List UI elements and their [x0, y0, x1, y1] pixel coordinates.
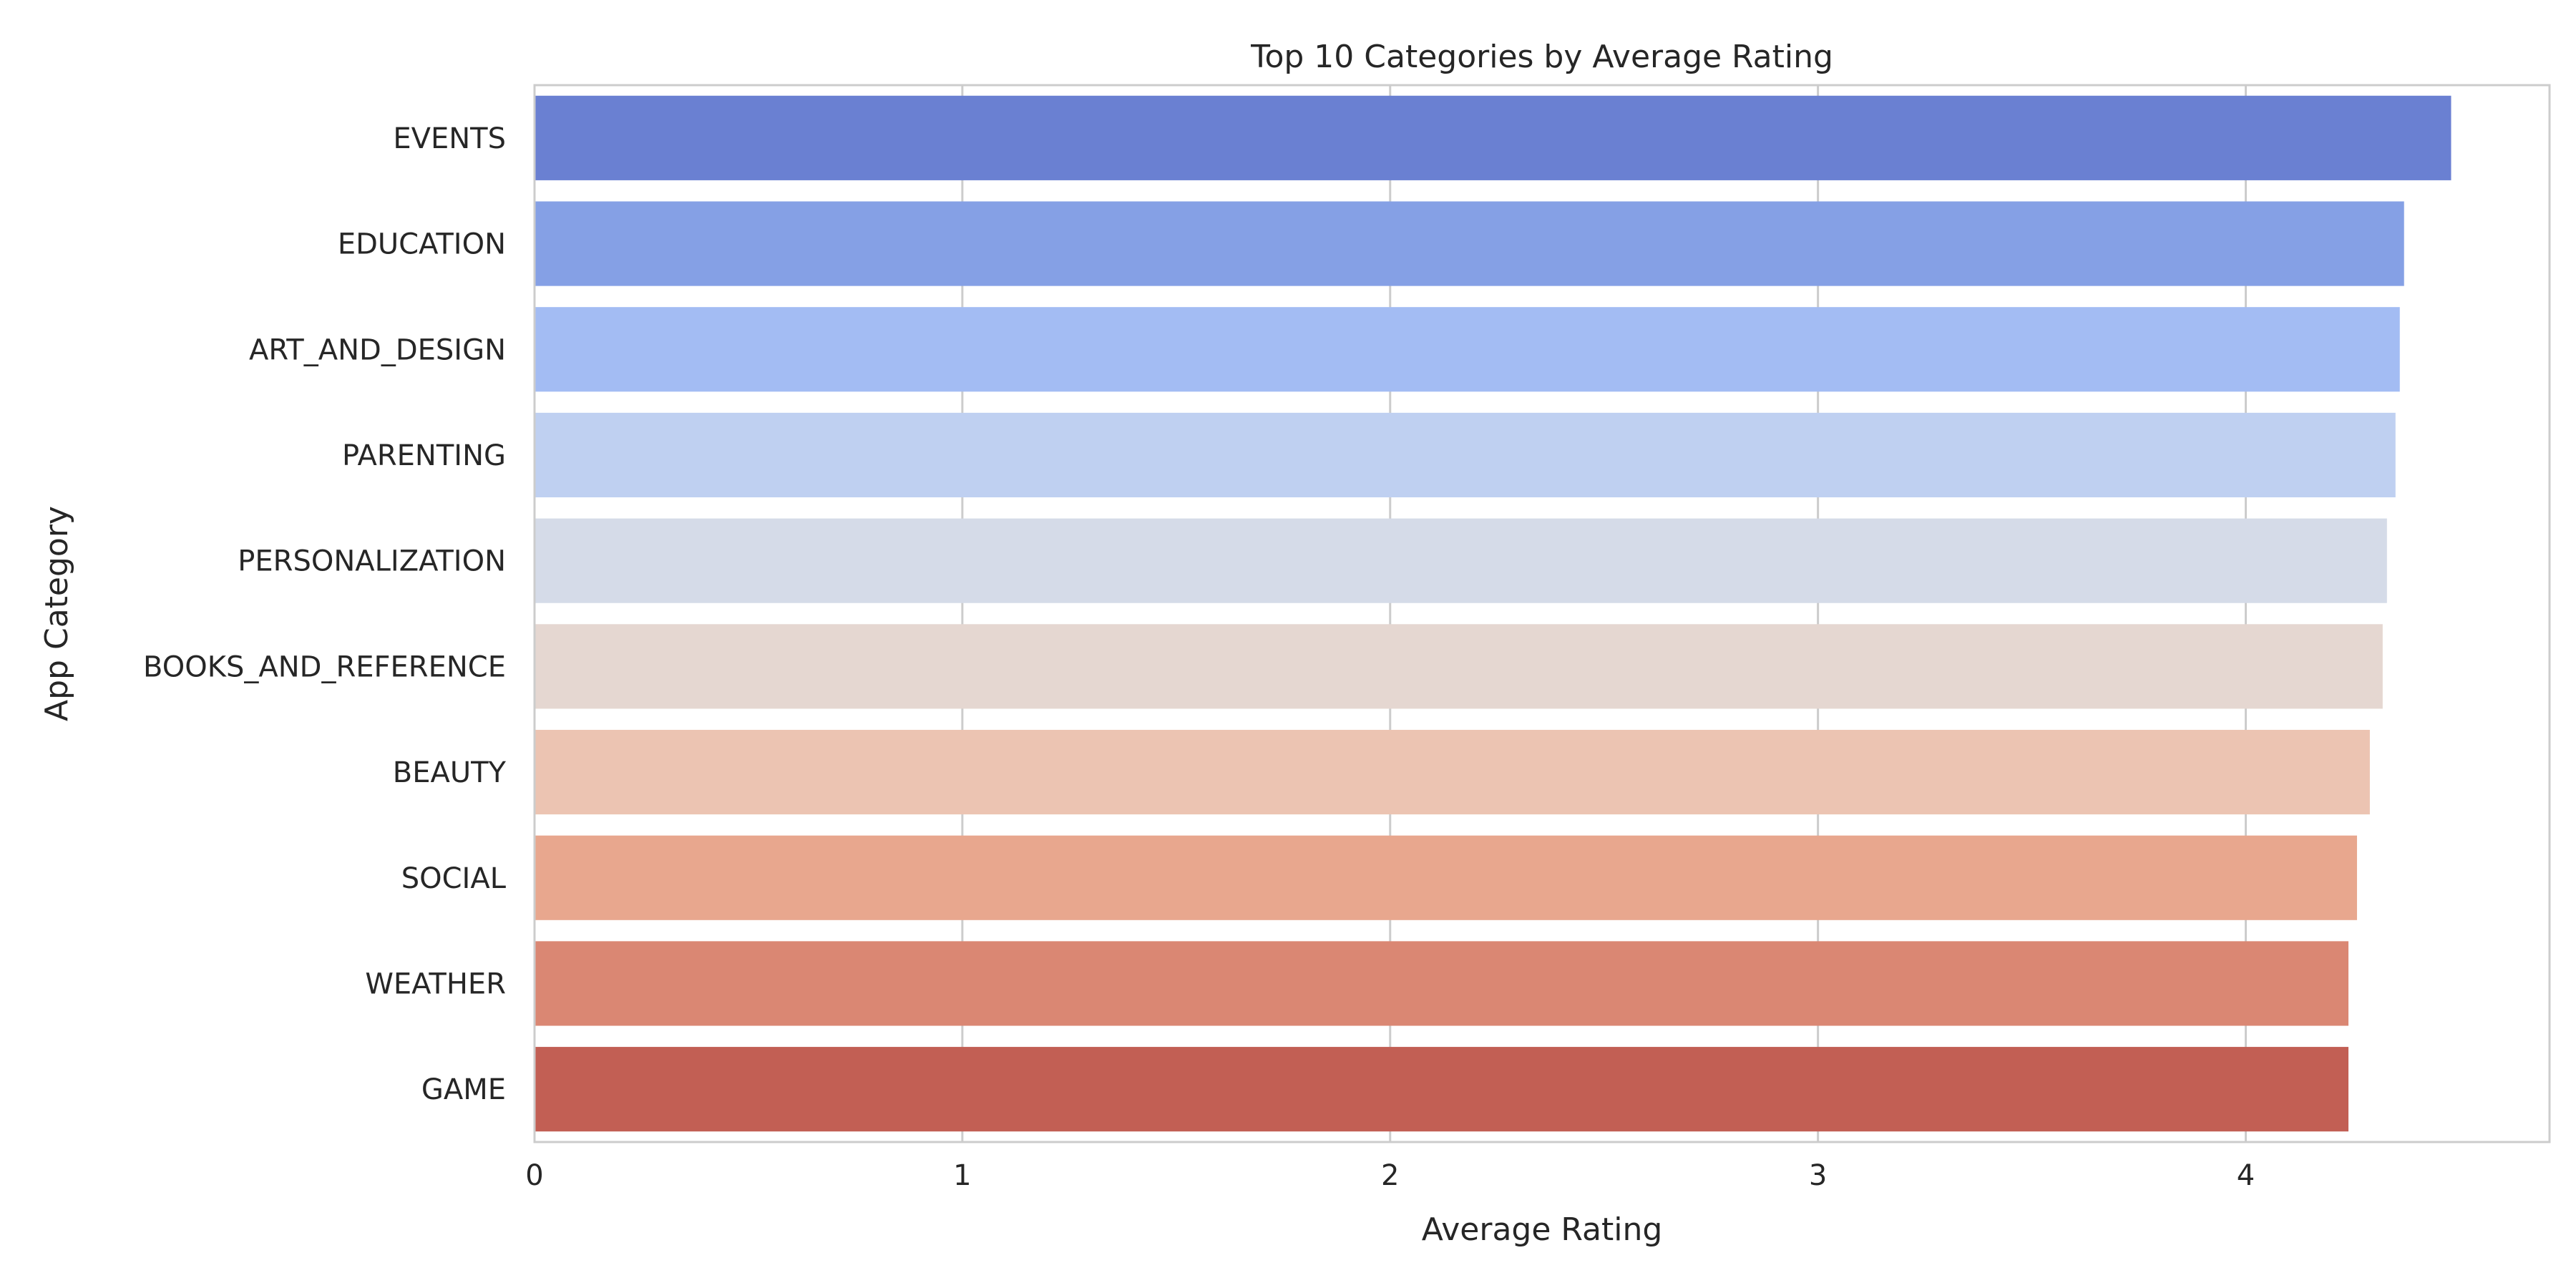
bar-events: [535, 95, 2451, 180]
bar-education: [535, 201, 2404, 286]
plot-frame: [533, 84, 2551, 1143]
x-tick-label: 1: [953, 1159, 971, 1192]
x-axis-label: Average Rating: [1422, 1211, 1663, 1248]
y-tick-label: SOCIAL: [401, 862, 507, 895]
bar-weather: [535, 941, 2348, 1026]
y-axis-label: App Category: [39, 506, 75, 721]
y-tick-label: EDUCATION: [338, 228, 506, 261]
bar-beauty: [535, 729, 2370, 815]
y-tick-label: EVENTS: [393, 122, 506, 155]
x-tick-labels: 0 1 2 3 4: [525, 1159, 2255, 1192]
y-tick-label: GAME: [421, 1073, 506, 1106]
x-tick-label: 4: [2237, 1159, 2255, 1192]
y-tick-labels: EVENTS EDUCATION ART_AND_DESIGN PARENTING PE…: [143, 122, 507, 1106]
bar-parenting: [535, 412, 2396, 498]
y-tick-label: ART_AND_DESIGN: [249, 333, 506, 366]
y-tick-label: BEAUTY: [393, 756, 507, 789]
y-tick-label: PERSONALIZATION: [238, 545, 506, 578]
y-tick-label: BOOKS_AND_REFERENCE: [143, 650, 506, 683]
chart-title: Top 10 Categories by Average Rating: [1250, 39, 1833, 75]
y-tick-label: PARENTING: [342, 439, 506, 472]
bar-books-and-reference: [535, 624, 2383, 709]
x-tick-label: 3: [1809, 1159, 1827, 1192]
bar-personalization: [535, 518, 2387, 603]
bar-art-and-design: [535, 307, 2400, 392]
x-tick-label: 2: [1381, 1159, 1399, 1192]
bar-social: [535, 835, 2357, 920]
bars: [535, 95, 2451, 1132]
bar-game: [535, 1047, 2348, 1132]
x-tick-label: 0: [525, 1159, 543, 1192]
y-tick-label: WEATHER: [365, 967, 506, 1000]
